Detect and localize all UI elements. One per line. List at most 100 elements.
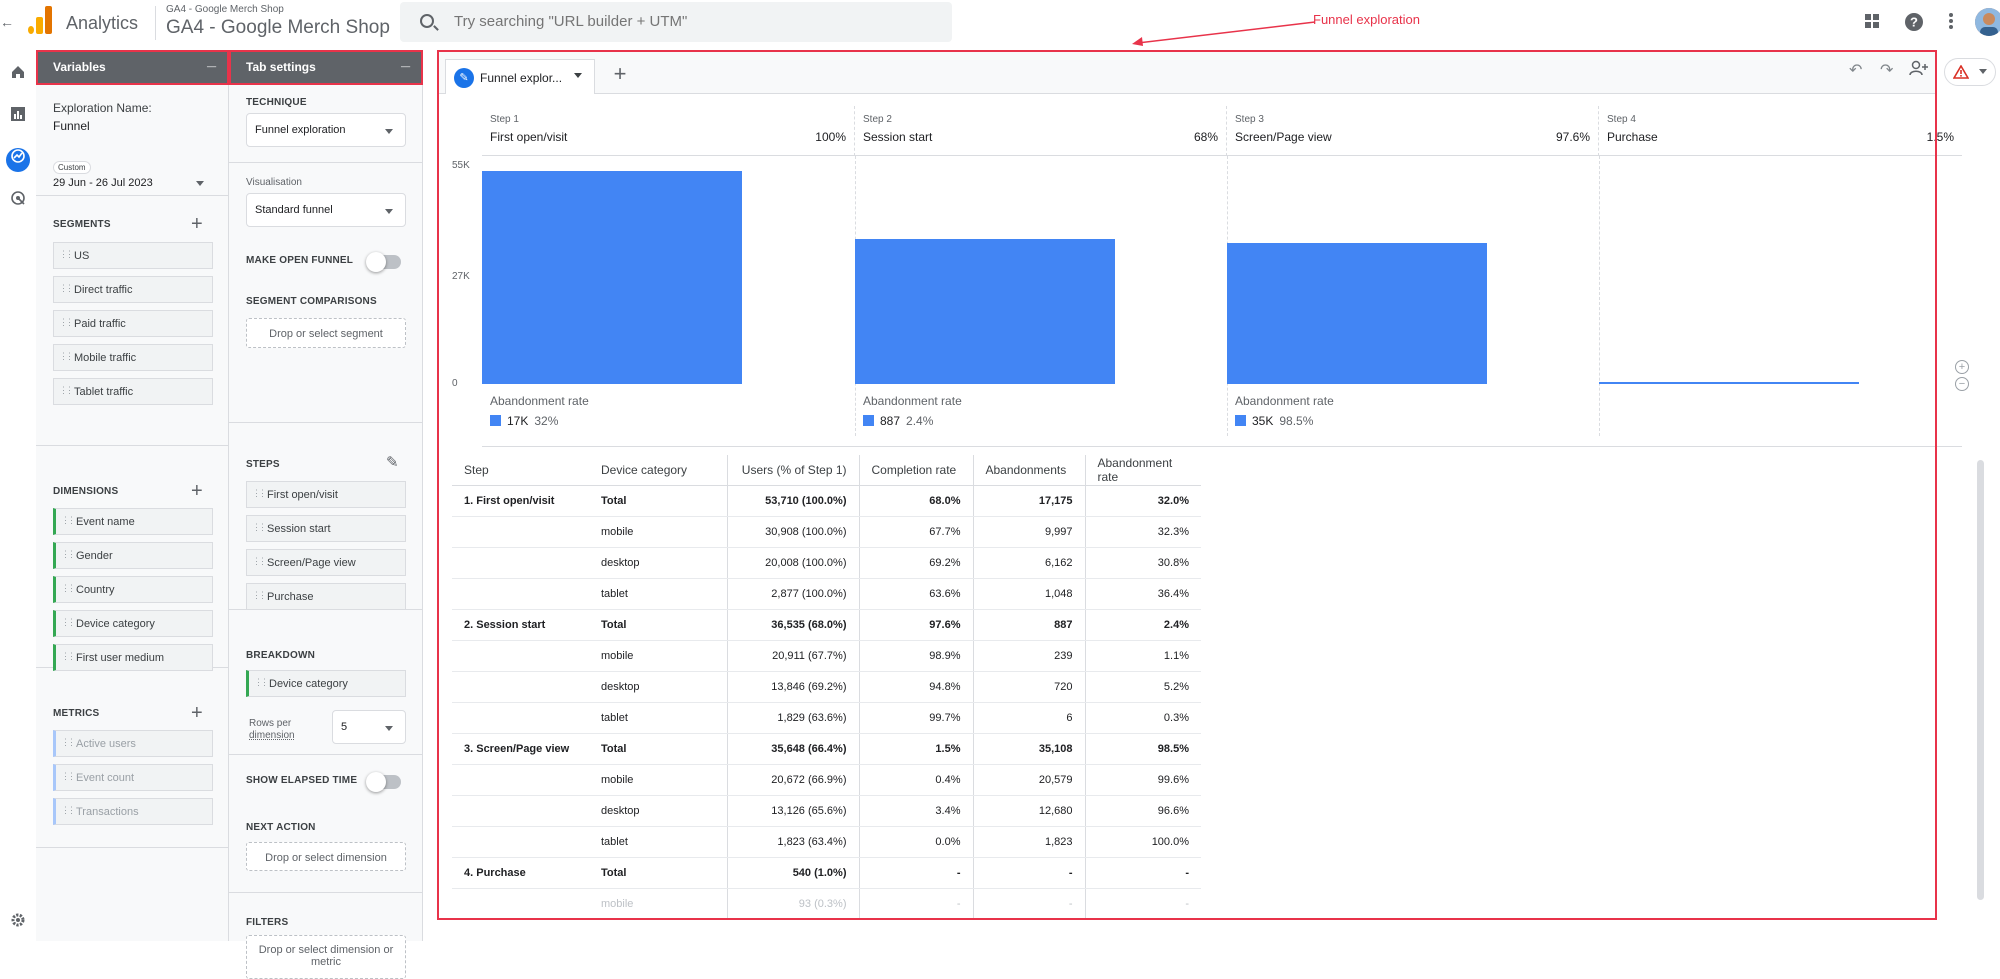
more-vert-icon[interactable] <box>1940 12 1962 34</box>
apps-grid-icon[interactable] <box>1861 12 1883 34</box>
table-row[interactable]: desktop 20,008 (100.0%) 69.2% 6,162 30.8% <box>452 547 1201 579</box>
column-header[interactable]: Users (% of Step 1) <box>727 455 860 486</box>
segment-chip[interactable]: US <box>53 242 213 269</box>
left-nav <box>0 44 36 941</box>
home-icon[interactable] <box>6 64 30 88</box>
dimension-chip[interactable]: Device category <box>53 610 213 637</box>
add-dimension-icon[interactable]: + <box>191 480 203 502</box>
settings-gear-icon[interactable] <box>6 912 30 936</box>
column-header[interactable]: Abandonment rate <box>1085 455 1201 486</box>
table-row[interactable]: desktop 13,846 (69.2%) 94.8% 720 5.2% <box>452 671 1201 703</box>
minimize-icon[interactable]: _ <box>401 52 410 69</box>
minimize-icon[interactable]: _ <box>207 52 216 69</box>
analytics-logo-icon[interactable] <box>28 6 52 34</box>
tab-dropdown-icon[interactable] <box>574 73 582 82</box>
table-row[interactable]: tablet 1,829 (63.6%) 99.7% 6 0.3% <box>452 702 1201 734</box>
segment-chip[interactable]: Paid traffic <box>53 310 213 337</box>
explore-icon[interactable] <box>6 148 30 172</box>
metric-chip[interactable]: Transactions <box>53 798 213 825</box>
table-cell <box>452 795 589 827</box>
table-cell <box>452 888 589 920</box>
table-row[interactable]: desktop 13,126 (65.6%) 3.4% 12,680 96.6% <box>452 795 1201 827</box>
visualisation-select[interactable]: Standard funnel <box>246 193 406 227</box>
column-header[interactable]: Device category <box>589 455 728 486</box>
step-chip[interactable]: First open/visit <box>246 481 406 508</box>
exploration-name-value[interactable]: Funnel <box>53 119 90 133</box>
dimension-chip[interactable]: Gender <box>53 542 213 569</box>
table-cell: 98.9% <box>859 640 974 672</box>
date-dropdown-icon[interactable] <box>196 181 204 190</box>
table-row[interactable]: 1. First open/visit Total 53,710 (100.0%) 6… <box>452 485 1201 517</box>
edit-steps-icon[interactable]: ✎ <box>386 454 399 471</box>
dimension-chip[interactable]: First user medium <box>53 644 213 671</box>
date-range[interactable]: 29 Jun - 26 Jul 2023 <box>53 177 153 189</box>
advertising-icon[interactable] <box>6 190 30 214</box>
table-row[interactable]: mobile 20,672 (66.9%) 0.4% 20,579 99.6% <box>452 764 1201 796</box>
funnel-bar[interactable] <box>855 239 1115 384</box>
table-cell: 93 (0.3%) <box>727 888 860 920</box>
dimension-chip[interactable]: Event name <box>53 508 213 535</box>
step-chip[interactable]: Screen/Page view <box>246 549 406 576</box>
funnel-bar[interactable] <box>1599 381 1859 384</box>
segment-drop-zone[interactable]: Drop or select segment <box>246 318 406 348</box>
search-bar[interactable] <box>400 2 952 42</box>
table-row[interactable]: mobile 20,911 (67.7%) 98.9% 239 1.1% <box>452 640 1201 672</box>
table-row[interactable]: mobile 30,908 (100.0%) 67.7% 9,997 32.3% <box>452 516 1201 548</box>
segment-chip[interactable]: Mobile traffic <box>53 344 213 371</box>
zoom-in-icon[interactable]: + <box>1955 360 1969 374</box>
avatar[interactable] <box>1975 8 2000 36</box>
elapsed-time-toggle[interactable] <box>366 772 401 792</box>
table-row[interactable]: tablet 2,877 (100.0%) 63.6% 1,048 36.4% <box>452 578 1201 610</box>
table-row[interactable]: 4. Purchase Total 540 (1.0%) - - - <box>452 857 1201 889</box>
add-metric-icon[interactable]: + <box>191 702 203 724</box>
metric-chip[interactable]: Active users <box>53 730 213 757</box>
add-tab-button[interactable]: + <box>613 61 627 86</box>
table-row[interactable]: mobile 93 (0.3%) - - - <box>452 888 1201 920</box>
funnel-bar[interactable] <box>482 171 742 384</box>
dimension-chip[interactable]: Country <box>53 576 213 603</box>
funnel-bar[interactable] <box>1227 242 1487 384</box>
table-row[interactable]: tablet 1,823 (63.4%) 0.0% 1,823 100.0% <box>452 826 1201 858</box>
tab-label: Funnel explor... <box>480 71 563 85</box>
table-scrollbar[interactable] <box>1977 460 1984 900</box>
warning-button[interactable] <box>1944 58 1996 86</box>
back-arrow-icon[interactable]: ← <box>0 14 14 30</box>
rows-per-dimension-select[interactable]: 5 <box>332 710 406 744</box>
abandonment-label: Abandonment rate <box>863 394 962 408</box>
table-cell <box>452 702 589 734</box>
reports-icon[interactable] <box>6 106 30 130</box>
share-user-icon[interactable] <box>1909 60 1929 81</box>
help-icon[interactable]: ? <box>1903 12 1925 34</box>
step-chip[interactable]: Session start <box>246 515 406 542</box>
redo-icon[interactable]: ↷ <box>1880 62 1894 79</box>
add-segment-icon[interactable]: + <box>191 213 203 235</box>
account-name[interactable]: GA4 - Google Merch Shop <box>166 4 284 15</box>
next-action-label: NEXT ACTION <box>246 822 316 833</box>
table-cell: 1,823 <box>973 826 1086 858</box>
table-row[interactable]: 3. Screen/Page view Total 35,648 (66.4%) 1.… <box>452 733 1201 765</box>
undo-icon[interactable]: ↶ <box>1849 62 1863 79</box>
property-name[interactable]: GA4 - Google Merch Shop <box>166 17 390 38</box>
segment-chip[interactable]: Tablet traffic <box>53 378 213 405</box>
segment-chip[interactable]: Direct traffic <box>53 276 213 303</box>
filters-drop-zone[interactable]: Drop or select dimension or metric <box>246 935 406 979</box>
tab-funnel-exploration[interactable]: ✎ Funnel explor... <box>445 59 595 94</box>
table-cell: 20,008 (100.0%) <box>727 547 860 579</box>
table-cell <box>452 547 589 579</box>
elapsed-section: SHOW ELAPSED TIME NEXT ACTION Drop or se… <box>229 755 422 893</box>
table-row[interactable]: 2. Session start Total 36,535 (68.0%) 97.6%… <box>452 609 1201 641</box>
metric-chip[interactable]: Event count <box>53 764 213 791</box>
technique-select[interactable]: Funnel exploration <box>246 113 406 147</box>
step-chip[interactable]: Purchase <box>246 583 406 610</box>
open-funnel-toggle[interactable] <box>366 252 401 272</box>
step-header: Step 3 Screen/Page view 97.6% <box>1227 106 1599 156</box>
table-cell: 68.0% <box>859 485 974 517</box>
search-input[interactable] <box>454 13 934 30</box>
next-action-drop-zone[interactable]: Drop or select dimension <box>246 842 406 871</box>
breakdown-chip[interactable]: Device category <box>246 670 406 697</box>
column-header[interactable]: Completion rate <box>859 455 974 486</box>
table-cell: 32.3% <box>1085 516 1201 548</box>
column-header[interactable]: Abandonments <box>973 455 1086 486</box>
zoom-out-icon[interactable]: − <box>1955 377 1969 391</box>
column-header[interactable]: Step <box>452 455 589 486</box>
